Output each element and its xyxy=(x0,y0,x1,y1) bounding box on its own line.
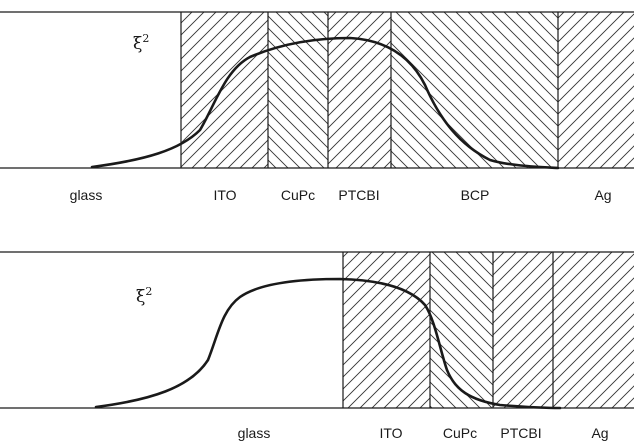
bottom-panel: ξ2 glass ITO CuPc PTCBI Ag xyxy=(0,251,634,441)
bottom-layer-label-ptcbi: PTCBI xyxy=(500,425,541,441)
bottom-ptcbi-hatch xyxy=(493,252,553,408)
bottom-layer-label-glass: glass xyxy=(238,425,271,441)
bottom-layer-label-ag: Ag xyxy=(591,425,608,441)
top-layer-label-ito: ITO xyxy=(213,187,236,203)
bottom-ito-hatch xyxy=(343,252,430,408)
bottom-field-curve xyxy=(94,277,562,410)
top-layer-label-ag: Ag xyxy=(594,187,611,203)
top-xi-squared-label: ξ2 xyxy=(133,32,149,54)
bottom-layer-label-cupc: CuPc xyxy=(443,425,477,441)
top-layer-label-glass: glass xyxy=(70,187,103,203)
top-ag-hatch xyxy=(558,12,634,168)
top-panel: ξ2 glass ITO CuPc PTCBI BCP Ag xyxy=(0,11,634,203)
top-ito-hatch xyxy=(181,12,268,168)
bottom-xi-squared-label: ξ2 xyxy=(136,285,152,307)
top-ptcbi-hatch xyxy=(328,12,391,168)
top-field-curve xyxy=(90,36,560,170)
bottom-ag-hatch xyxy=(553,252,634,408)
top-layer-label-ptcbi: PTCBI xyxy=(338,187,379,203)
top-cupc-hatch xyxy=(268,12,328,168)
top-layer-label-bcp: BCP xyxy=(461,187,490,203)
bottom-layer-label-ito: ITO xyxy=(379,425,402,441)
top-layer-label-cupc: CuPc xyxy=(281,187,315,203)
bottom-cupc-hatch xyxy=(430,252,493,408)
top-bcp-hatch xyxy=(391,12,558,168)
